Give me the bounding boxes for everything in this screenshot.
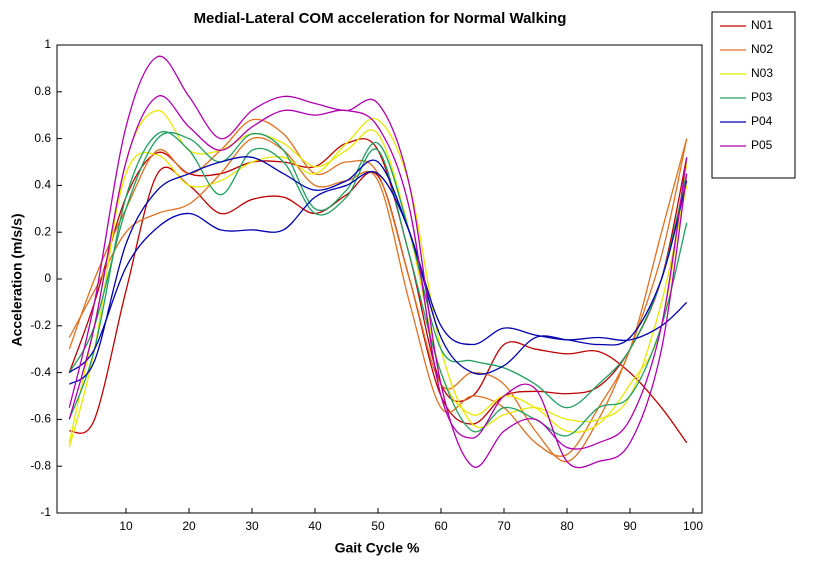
y-tick-label: 1 xyxy=(44,37,51,51)
legend-label: N01 xyxy=(751,18,773,32)
legend-label: P03 xyxy=(751,90,773,104)
y-tick-label: 0.6 xyxy=(34,131,51,145)
y-tick-label: -1 xyxy=(40,505,51,519)
x-tick-label: 50 xyxy=(371,519,385,533)
y-tick-label: -0.6 xyxy=(30,412,51,426)
y-tick-label: -0.2 xyxy=(30,318,51,332)
chart-title: Medial-Lateral COM acceleration for Norm… xyxy=(194,10,567,27)
x-tick-label: 70 xyxy=(497,519,511,533)
y-tick-label: 0.4 xyxy=(34,178,51,192)
series-line xyxy=(68,131,688,409)
y-axis-label: Acceleration (m/s/s) xyxy=(9,213,25,346)
legend-label: P05 xyxy=(751,138,773,152)
x-axis-label: Gait Cycle % xyxy=(335,540,420,556)
y-tick-label: -0.4 xyxy=(30,365,51,379)
y-tick-label: 0.2 xyxy=(34,224,51,238)
series-line xyxy=(68,55,688,468)
plot-area xyxy=(56,44,703,514)
series-line xyxy=(68,138,688,444)
x-tick-label: 10 xyxy=(119,519,133,533)
series-line xyxy=(68,95,688,469)
x-tick-label: 40 xyxy=(308,519,322,533)
y-tick-label: 0 xyxy=(44,271,51,285)
series-line xyxy=(68,171,688,375)
legend xyxy=(711,11,796,179)
x-tick-label: 60 xyxy=(434,519,448,533)
x-tick-label: 100 xyxy=(683,519,703,533)
legend-label: N02 xyxy=(751,42,773,56)
legend-label: N03 xyxy=(751,66,773,80)
x-tick-label: 30 xyxy=(245,519,259,533)
legend-label: P04 xyxy=(751,114,773,128)
x-tick-label: 20 xyxy=(182,519,196,533)
series-line xyxy=(68,117,688,443)
x-tick-label: 80 xyxy=(560,519,574,533)
y-tick-label: -0.8 xyxy=(30,458,51,472)
y-tick-label: 0.8 xyxy=(34,84,51,98)
series-line xyxy=(68,156,688,385)
series-line xyxy=(68,109,688,448)
series-line xyxy=(68,131,688,437)
x-tick-label: 90 xyxy=(623,519,637,533)
